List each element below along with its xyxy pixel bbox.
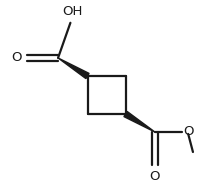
Text: O: O [183,125,194,138]
Polygon shape [124,111,155,132]
Polygon shape [58,58,89,79]
Text: O: O [150,170,160,183]
Text: OH: OH [62,5,82,18]
Text: O: O [12,51,22,64]
